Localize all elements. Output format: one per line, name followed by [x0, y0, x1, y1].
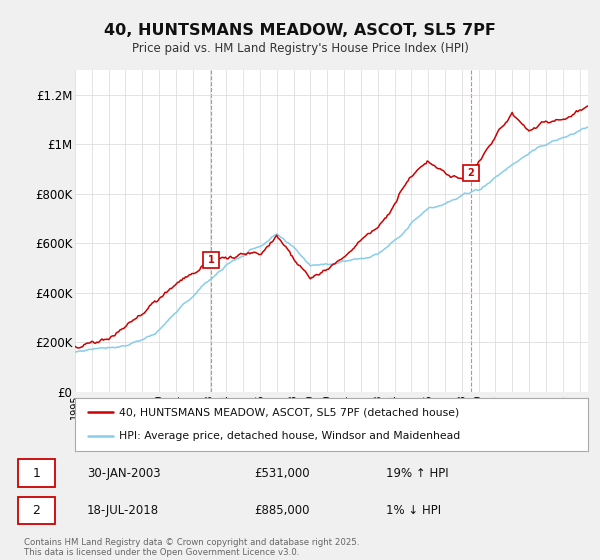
Text: 1% ↓ HPI: 1% ↓ HPI	[386, 504, 442, 517]
Text: HPI: Average price, detached house, Windsor and Maidenhead: HPI: Average price, detached house, Wind…	[119, 431, 460, 441]
Text: 2: 2	[32, 504, 40, 517]
Text: 40, HUNTSMANS MEADOW, ASCOT, SL5 7PF: 40, HUNTSMANS MEADOW, ASCOT, SL5 7PF	[104, 24, 496, 38]
FancyBboxPatch shape	[18, 459, 55, 487]
FancyBboxPatch shape	[18, 497, 55, 524]
Text: 1: 1	[208, 255, 214, 265]
Text: Price paid vs. HM Land Registry's House Price Index (HPI): Price paid vs. HM Land Registry's House …	[131, 42, 469, 55]
Text: 2: 2	[467, 168, 475, 178]
Text: Contains HM Land Registry data © Crown copyright and database right 2025.
This d: Contains HM Land Registry data © Crown c…	[24, 538, 359, 557]
Text: 18-JUL-2018: 18-JUL-2018	[87, 504, 159, 517]
Text: 19% ↑ HPI: 19% ↑ HPI	[386, 466, 449, 479]
Text: £885,000: £885,000	[254, 504, 310, 517]
Text: 30-JAN-2003: 30-JAN-2003	[87, 466, 161, 479]
Text: £531,000: £531,000	[254, 466, 310, 479]
Text: 40, HUNTSMANS MEADOW, ASCOT, SL5 7PF (detached house): 40, HUNTSMANS MEADOW, ASCOT, SL5 7PF (de…	[119, 408, 459, 418]
Text: 1: 1	[32, 466, 40, 479]
